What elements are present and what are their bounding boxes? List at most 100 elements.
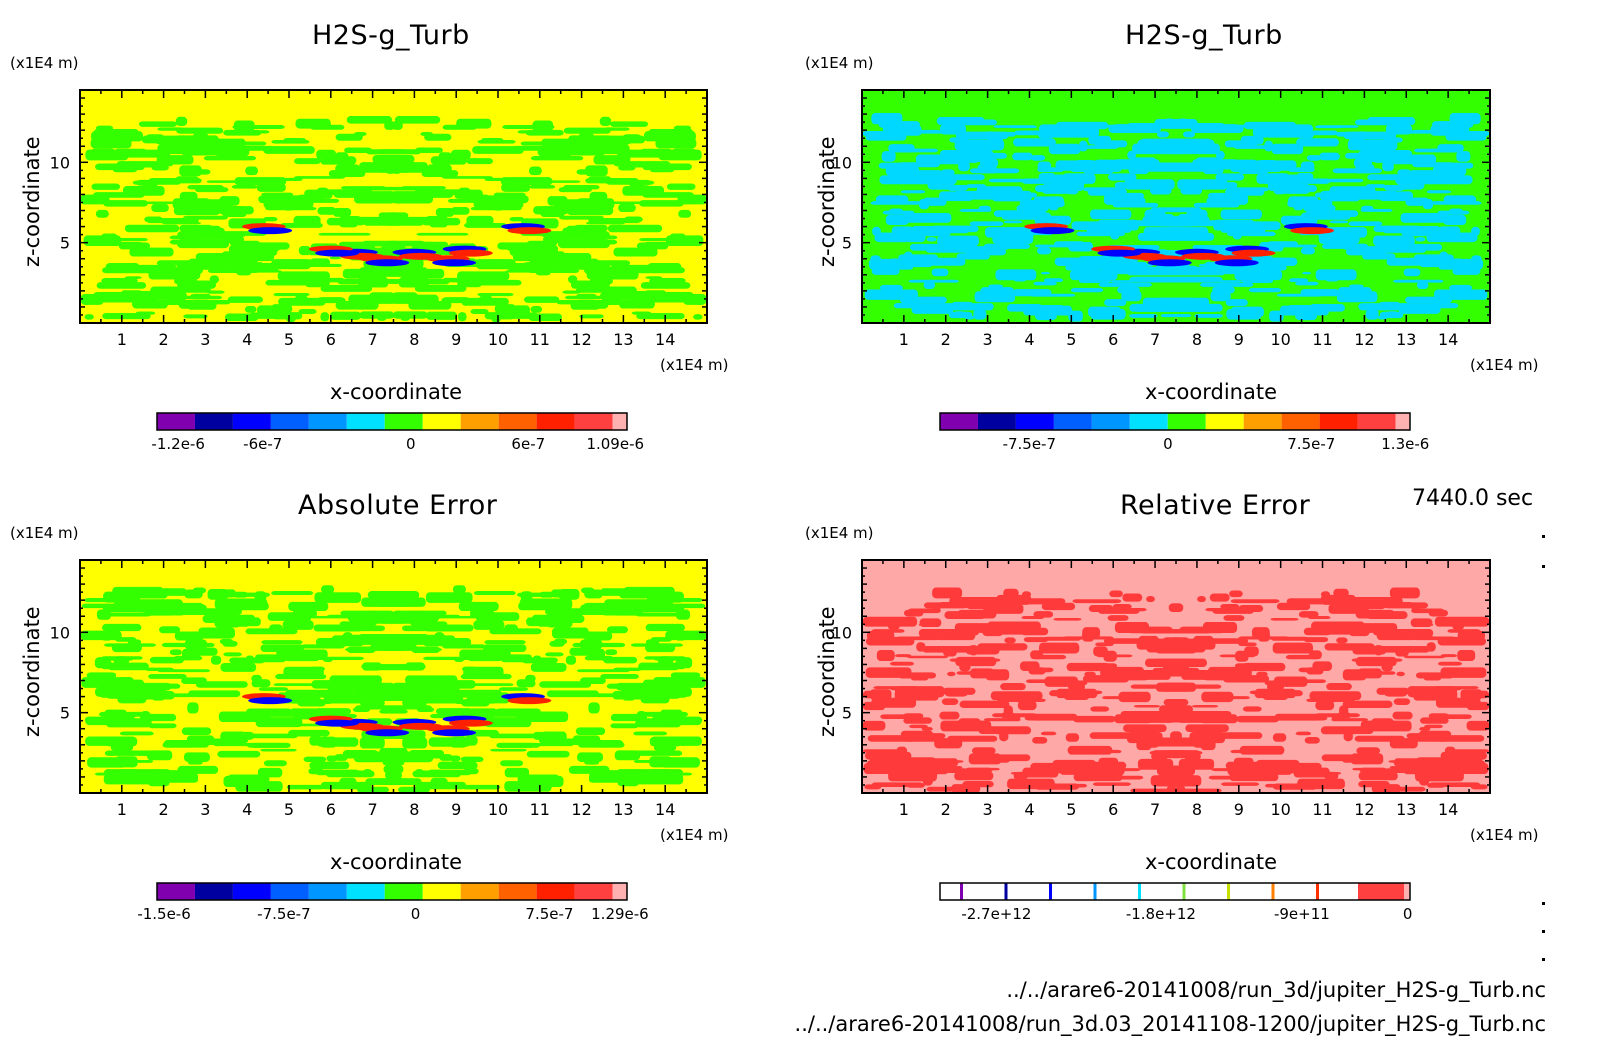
pattern-blob [862,720,886,731]
pattern-blob [346,116,393,124]
x-tick-label: 13 [613,800,633,819]
pattern-blob [1311,621,1365,632]
pattern-blob [1039,642,1080,654]
pattern-blob [1386,311,1398,314]
pattern-blob [1400,212,1449,223]
pattern-blob [1371,718,1394,725]
pattern-blob [1133,705,1161,708]
pattern-blob [647,262,682,271]
pattern-blob [1220,604,1240,610]
pattern-blob [640,282,691,289]
pattern-blob [1362,253,1396,260]
colorbar-segment [194,883,233,900]
pattern-blob [260,748,297,752]
pattern-blob [525,674,536,683]
pattern-blob [532,254,556,264]
pattern-blob [941,698,959,706]
hotspot [507,697,552,705]
pattern-blob [420,131,433,136]
pattern-blob [1238,162,1269,174]
colorbar-segment [1271,883,1275,900]
pattern-blob [865,133,907,141]
pattern-blob [632,683,651,688]
pattern-blob [959,700,1010,708]
pattern-blob [563,185,600,190]
pattern-blob [595,768,607,779]
pattern-blob [903,717,932,724]
pattern-blob [1293,200,1304,211]
pattern-blob [124,276,142,279]
pattern-blob [1072,599,1122,604]
pattern-blob [1425,636,1437,639]
pattern-blob [937,235,979,247]
pattern-blob [1043,278,1064,283]
pattern-blob [1191,705,1219,708]
pattern-blob [234,177,287,186]
pattern-blob [1126,267,1180,276]
pattern-blob [1419,258,1445,268]
pattern-blob [613,247,658,257]
pattern-blob [1270,617,1299,621]
pattern-blob [401,269,420,280]
pattern-blob [526,750,570,758]
pattern-blob [450,207,470,215]
pattern-blob [1426,232,1478,243]
x-tick-label: 4 [242,330,252,349]
x-tick-label: 1 [117,330,127,349]
colorbar-segment [270,413,309,430]
x-tick-label: 6 [1108,800,1118,819]
pattern-blob [1008,125,1037,129]
pattern-blob [683,293,707,305]
pattern-blob [1379,301,1400,305]
colorbar-label: -1.2e-6 [151,435,204,453]
pattern-blob [1223,615,1245,621]
pattern-blob [246,742,291,748]
x-axis-label: x-coordinate [1145,850,1278,874]
pattern-blob [983,718,1021,722]
pattern-blob [176,127,224,134]
x-tick-label: 14 [1438,330,1458,349]
x-tick-label: 2 [941,800,951,819]
pattern-blob [198,627,235,639]
hotspot [1214,259,1259,267]
pattern-blob [540,731,567,742]
pattern-blob [1257,690,1303,697]
pattern-blob [187,185,224,190]
pattern-blob [477,139,516,144]
pattern-blob [562,150,606,156]
pattern-blob [895,757,936,768]
pattern-blob [347,278,400,284]
pattern-blob [932,587,963,599]
colorbar-segment [460,413,499,430]
pattern-blob [267,244,281,251]
hotspot [1290,227,1335,235]
pattern-blob [971,767,1000,771]
pattern-blob [1463,690,1490,699]
field-pattern [862,113,1490,322]
pattern-blob [1432,686,1479,690]
pattern-blob [473,620,505,630]
pattern-blob [1404,655,1445,659]
pattern-blob [1296,138,1339,147]
colorbar-segment [384,883,423,900]
pattern-blob [232,125,285,129]
pattern-blob [479,295,493,302]
pattern-blob [1300,161,1315,172]
pattern-blob [265,279,315,286]
pattern-blob [490,748,527,752]
x-tick-label: 1 [117,800,127,819]
pattern-blob [610,723,639,729]
pattern-blob [638,662,680,671]
pattern-blob [965,645,1000,655]
pattern-blob [1424,724,1443,729]
pattern-blob [162,287,212,293]
pattern-blob [203,155,257,161]
pattern-blob [1179,123,1214,126]
pattern-blob [339,223,358,228]
pattern-blob [379,709,398,714]
pattern-blob [672,148,696,152]
pattern-blob [1335,131,1391,137]
pattern-blob [1208,775,1239,780]
